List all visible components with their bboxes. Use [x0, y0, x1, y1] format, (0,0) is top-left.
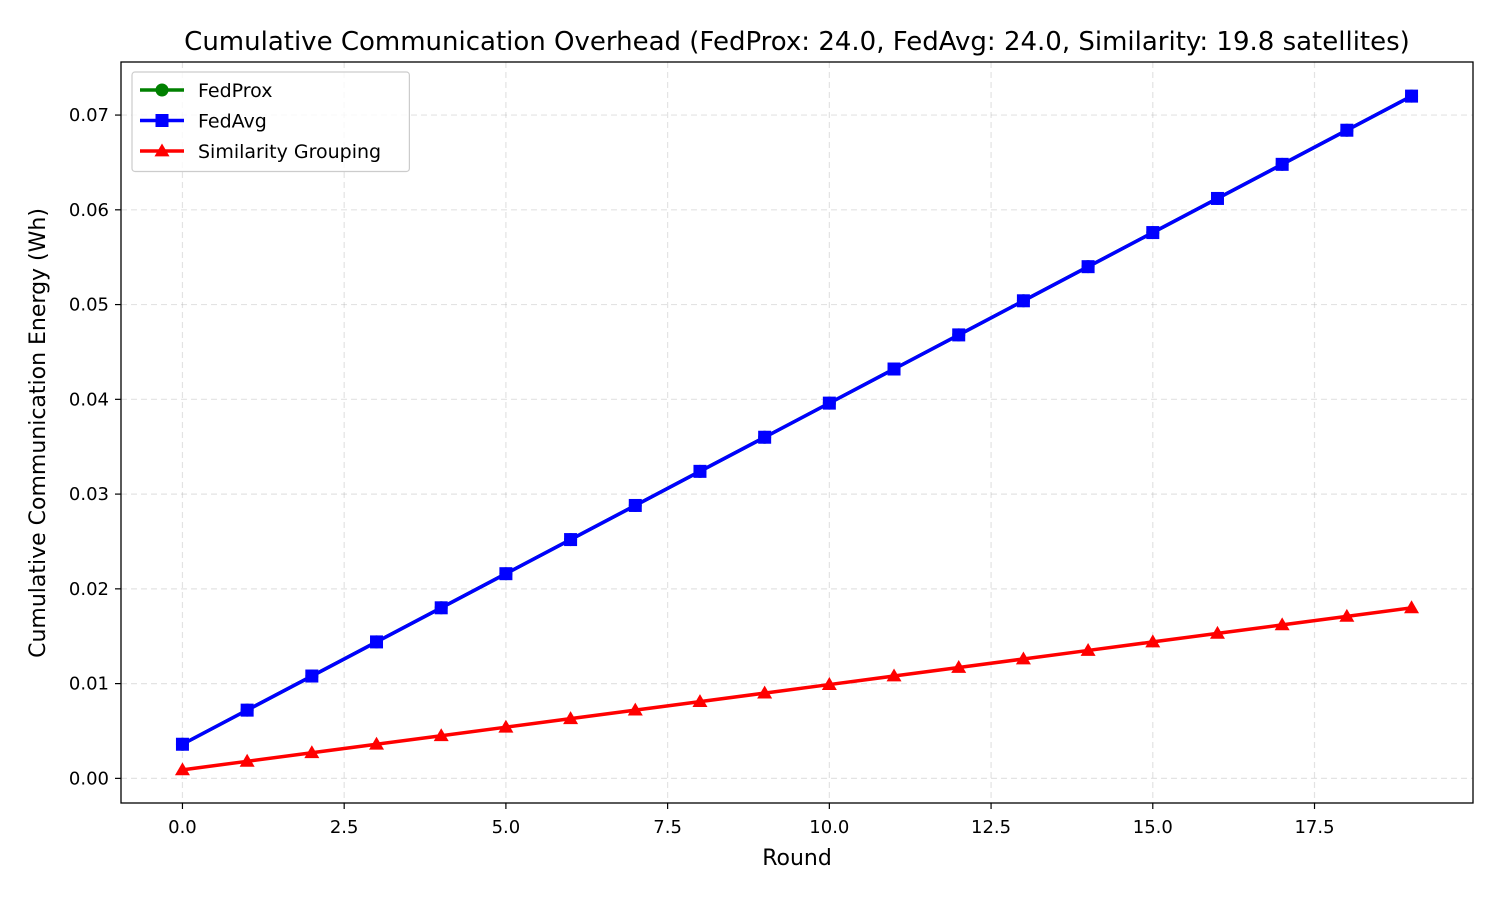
data-point: [1209, 625, 1225, 639]
x-tick-label: 15.0: [1133, 817, 1173, 838]
x-axis-label: Round: [762, 846, 832, 871]
legend-label: FedProx: [198, 80, 272, 102]
data-point: [1081, 260, 1095, 274]
data-point: [757, 685, 773, 699]
data-point: [1404, 600, 1420, 614]
data-point: [1015, 651, 1031, 665]
data-point: [693, 464, 707, 478]
data-point: [1080, 642, 1096, 656]
legend-label: Similarity Grouping: [198, 141, 381, 163]
data-point: [433, 728, 449, 742]
x-tick-label: 17.5: [1294, 817, 1334, 838]
legend-marker: [154, 143, 170, 157]
data-point: [498, 719, 514, 733]
grid-layer: [121, 62, 1473, 803]
data-point: [1210, 191, 1224, 205]
series-2: [174, 600, 1420, 776]
x-tick-label: 5.0: [492, 817, 521, 838]
y-tick-label: 0.06: [69, 200, 109, 221]
y-tick-label: 0.05: [69, 295, 109, 316]
data-point: [1146, 226, 1160, 240]
data-point: [951, 659, 967, 673]
data-point: [370, 635, 384, 649]
data-point: [821, 677, 837, 690]
series-1: [175, 89, 1419, 751]
data-point: [1275, 157, 1289, 171]
y-axis-label: Cumulative Communication Energy (Wh): [26, 208, 51, 658]
y-tick-label: 0.00: [69, 768, 109, 789]
x-tick-label: 0.0: [168, 817, 197, 838]
data-point: [627, 702, 643, 716]
legend-box: [131, 71, 410, 173]
data-point: [822, 396, 836, 410]
legend-marker: [155, 114, 169, 127]
legend-item: FedProx: [140, 80, 272, 102]
data-point: [564, 533, 578, 547]
legend-marker: [155, 83, 169, 97]
x-tick-label: 10.0: [809, 817, 849, 838]
data-point: [1339, 608, 1355, 622]
y-tick-label: 0.07: [69, 105, 109, 126]
data-point: [304, 745, 320, 759]
data-point: [175, 737, 189, 751]
data-point: [1340, 123, 1354, 137]
series-line: [182, 606, 1412, 772]
plot-area-frame: [120, 61, 1474, 804]
data-point: [1145, 634, 1161, 648]
x-tick-label: 2.5: [330, 817, 359, 838]
data-point: [174, 762, 190, 776]
y-tick-label: 0.01: [69, 674, 109, 695]
data-point: [692, 694, 708, 708]
data-point: [1405, 89, 1419, 103]
data-point: [240, 703, 254, 717]
data-point: [369, 736, 385, 750]
ticks-layer: 0.0 2.5 5.0 7.5 10.0 12.5 15.0 17.5 0.00 0.01 0.02…: [69, 105, 1335, 838]
series-layer: [174, 89, 1420, 776]
data-point: [499, 567, 513, 581]
data-point: [952, 328, 966, 342]
legend-label: FedAvg: [198, 111, 267, 133]
data-point: [305, 669, 319, 683]
data-point: [886, 668, 902, 682]
y-tick-label: 0.03: [69, 484, 109, 505]
legend: FedProx FedAvg Similarity Grouping: [131, 71, 410, 173]
series-line: [181, 94, 1413, 746]
data-point: [628, 498, 642, 512]
legend-item: FedAvg: [140, 111, 267, 133]
data-point: [434, 601, 448, 615]
legend-item: Similarity Grouping: [140, 141, 381, 163]
data-point: [758, 430, 772, 444]
data-point: [1016, 294, 1030, 308]
data-point: [239, 753, 255, 767]
data-point: [1274, 617, 1290, 631]
y-tick-label: 0.04: [69, 389, 109, 410]
chart-title: Cumulative Communication Overhead (FedPr…: [184, 27, 1410, 57]
x-tick-label: 12.5: [971, 817, 1011, 838]
data-point: [887, 362, 901, 376]
x-tick-label: 7.5: [653, 817, 682, 838]
y-tick-label: 0.02: [69, 579, 109, 600]
data-point: [563, 711, 579, 725]
